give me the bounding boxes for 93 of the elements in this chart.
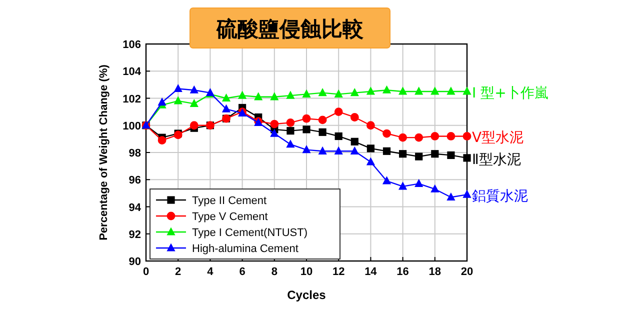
text: Ⅰ 型+卜作嵐 bbox=[472, 85, 548, 102]
y-tick-label: 96 bbox=[128, 174, 141, 187]
y-axis-title: Percentage of Weight Change (%) bbox=[98, 64, 110, 240]
x-tick-label: 16 bbox=[396, 266, 409, 278]
text: V型水泥 bbox=[472, 130, 524, 146]
legend-label: Type II Cement bbox=[192, 195, 267, 207]
point bbox=[222, 104, 231, 112]
point bbox=[158, 98, 166, 106]
point bbox=[286, 127, 294, 135]
point bbox=[238, 90, 247, 99]
point bbox=[302, 114, 311, 123]
point bbox=[302, 126, 310, 134]
point bbox=[190, 121, 198, 130]
point bbox=[350, 138, 358, 146]
point bbox=[398, 86, 408, 95]
point bbox=[431, 150, 439, 158]
point bbox=[382, 85, 392, 94]
point bbox=[463, 154, 471, 162]
y-tick-label: 106 bbox=[122, 39, 141, 51]
point bbox=[366, 157, 375, 166]
text: 鋁質水泥 bbox=[472, 188, 528, 205]
legend-label: Type V Cement bbox=[192, 211, 268, 223]
point bbox=[447, 151, 455, 160]
point bbox=[270, 128, 279, 137]
x-tick-label: 20 bbox=[460, 266, 474, 278]
legend-label: High-alumina Cement bbox=[192, 243, 298, 255]
point bbox=[270, 120, 279, 128]
point bbox=[446, 132, 456, 140]
point bbox=[334, 108, 343, 116]
x-tick-label: 14 bbox=[364, 266, 378, 278]
legend-label: Type I Cement(NTUST) bbox=[192, 227, 308, 239]
point bbox=[190, 85, 198, 94]
x-tick-label: 6 bbox=[239, 266, 246, 278]
x-tick-label: 0 bbox=[142, 266, 150, 278]
point bbox=[398, 182, 408, 190]
point bbox=[382, 129, 391, 138]
point bbox=[350, 146, 359, 154]
point bbox=[222, 93, 231, 102]
point bbox=[382, 147, 391, 155]
x-tick-label: 12 bbox=[332, 266, 345, 278]
point bbox=[366, 121, 375, 130]
y-tick-label: 100 bbox=[122, 120, 141, 132]
point bbox=[430, 132, 440, 140]
x-tick-label: 8 bbox=[271, 266, 278, 278]
point bbox=[334, 132, 342, 140]
point bbox=[430, 184, 440, 192]
point bbox=[318, 146, 327, 154]
x-tick-label: 4 bbox=[207, 266, 214, 278]
point bbox=[286, 118, 295, 127]
point bbox=[318, 116, 327, 124]
x-tick-label: 10 bbox=[300, 266, 313, 278]
point bbox=[174, 84, 182, 92]
x-axis-title: Cycles bbox=[287, 288, 326, 302]
point bbox=[462, 132, 472, 140]
y-tick-label: 102 bbox=[122, 93, 141, 106]
point bbox=[462, 190, 472, 198]
point bbox=[446, 86, 456, 95]
point bbox=[462, 86, 472, 95]
point bbox=[446, 192, 456, 201]
point bbox=[302, 144, 311, 154]
point bbox=[318, 88, 327, 96]
point bbox=[366, 86, 375, 95]
chart-title: 硫酸鹽侵蝕比較 bbox=[216, 17, 364, 41]
point bbox=[270, 92, 279, 100]
point bbox=[286, 90, 295, 99]
point bbox=[334, 89, 343, 98]
point bbox=[158, 136, 166, 144]
y-tick-label: 92 bbox=[128, 228, 141, 241]
y-tick-label: 98 bbox=[128, 148, 141, 160]
point bbox=[415, 152, 423, 160]
point bbox=[430, 86, 440, 95]
y-tick-label: 94 bbox=[128, 202, 142, 214]
point bbox=[350, 88, 359, 96]
point bbox=[366, 144, 374, 152]
x-tick-label: 18 bbox=[428, 266, 442, 278]
point bbox=[399, 150, 407, 158]
point bbox=[174, 96, 182, 104]
point bbox=[254, 92, 263, 100]
point bbox=[414, 178, 424, 187]
point bbox=[382, 176, 392, 184]
point bbox=[350, 113, 359, 122]
text: Ⅱ型水泥 bbox=[472, 152, 521, 168]
point bbox=[398, 133, 407, 142]
point bbox=[334, 146, 343, 154]
y-tick-label: 90 bbox=[128, 256, 141, 268]
point bbox=[286, 140, 295, 148]
x-tick-label: 2 bbox=[175, 266, 182, 278]
point bbox=[190, 98, 198, 107]
point bbox=[302, 89, 311, 98]
point bbox=[414, 86, 424, 95]
y-tick-label: 104 bbox=[122, 66, 142, 78]
point bbox=[414, 133, 424, 142]
point bbox=[318, 128, 326, 136]
